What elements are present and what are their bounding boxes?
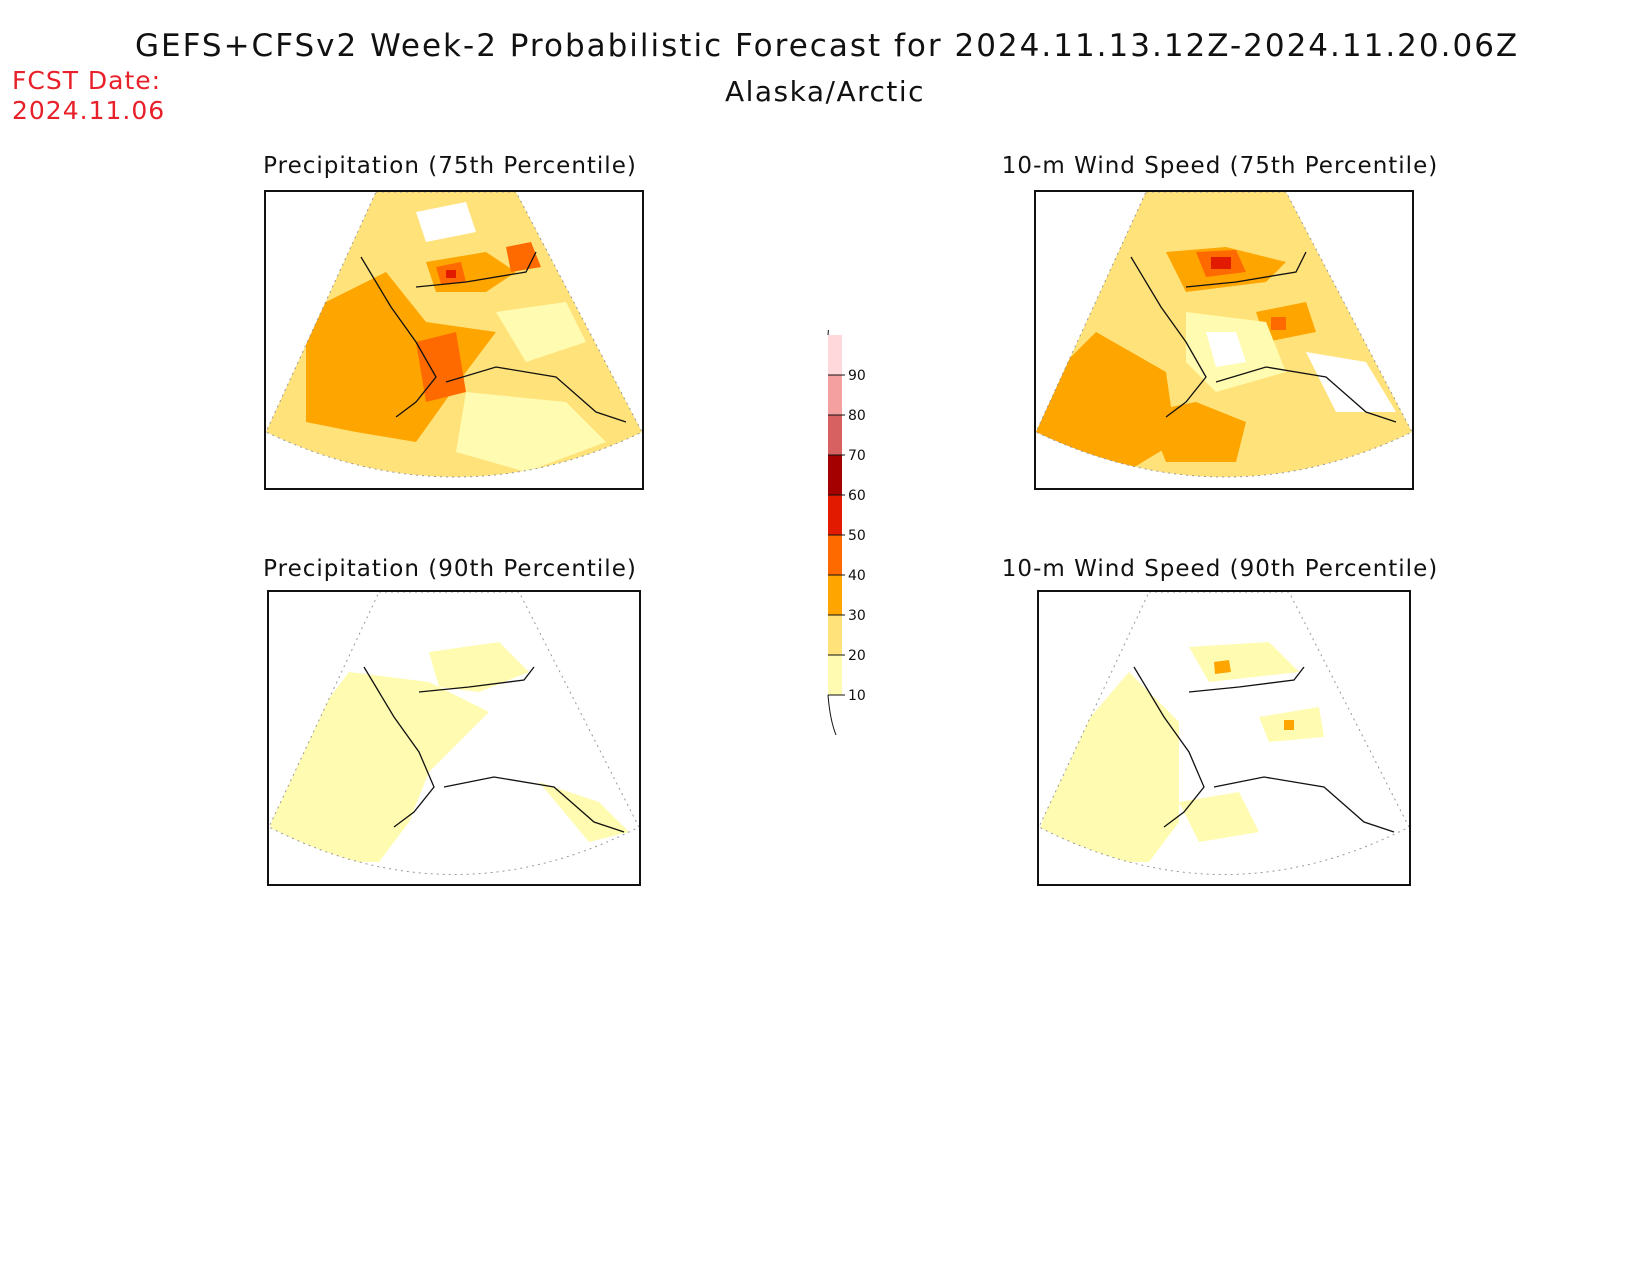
colorbar-swatch bbox=[828, 455, 842, 495]
colorbar-swatch bbox=[828, 655, 842, 695]
map-wind-75 bbox=[1034, 190, 1414, 490]
colorbar-swatch bbox=[828, 535, 842, 575]
colorbar-tick-label: 40 bbox=[848, 568, 866, 584]
forecast-date-value: 2024.11.06 bbox=[12, 96, 166, 125]
colorbar-swatch bbox=[828, 495, 842, 535]
colorbar-tick-label: 20 bbox=[848, 648, 866, 664]
map-precip-75 bbox=[264, 190, 644, 490]
colorbar-swatch bbox=[828, 615, 842, 655]
colorbar-tick-label: 60 bbox=[848, 488, 866, 504]
colorbar-tick-label: 90 bbox=[848, 368, 866, 384]
colorbar-bottom-arrow bbox=[827, 694, 837, 736]
colorbar-swatch bbox=[828, 415, 842, 455]
colorbar-tick-label: 80 bbox=[848, 408, 866, 424]
panel-title-wind-75: 10-m Wind Speed (75th Percentile) bbox=[1001, 153, 1439, 179]
forecast-date-label: FCST Date: bbox=[12, 66, 162, 95]
panel-title-wind-90: 10-m Wind Speed (90th Percentile) bbox=[1001, 556, 1439, 582]
panel-title-precip-90: Precipitation (90th Percentile) bbox=[263, 556, 637, 582]
colorbar: 10 20 30 40 50 60 70 80 90 bbox=[820, 294, 880, 754]
region-subtitle: Alaska/Arctic bbox=[724, 75, 926, 108]
colorbar-swatch bbox=[828, 375, 842, 415]
colorbar-swatch bbox=[828, 335, 842, 375]
colorbar-top-arrow bbox=[827, 294, 837, 336]
panel-title-precip-75: Precipitation (75th Percentile) bbox=[263, 153, 637, 179]
colorbar-tick-label: 10 bbox=[848, 688, 866, 704]
colorbar-svg: 10 20 30 40 50 60 70 80 90 bbox=[827, 294, 866, 736]
map-precip-90 bbox=[267, 590, 641, 886]
colorbar-swatch bbox=[828, 575, 842, 615]
colorbar-tick-label: 30 bbox=[848, 608, 866, 624]
colorbar-tick-label: 70 bbox=[848, 448, 866, 464]
main-title: GEFS+CFSv2 Week-2 Probabilistic Forecast… bbox=[135, 28, 1520, 64]
forecast-date-block: FCST Date: 2024.11.06 bbox=[12, 66, 165, 126]
map-wind-90 bbox=[1037, 590, 1411, 886]
colorbar-tick-label: 50 bbox=[848, 528, 866, 544]
